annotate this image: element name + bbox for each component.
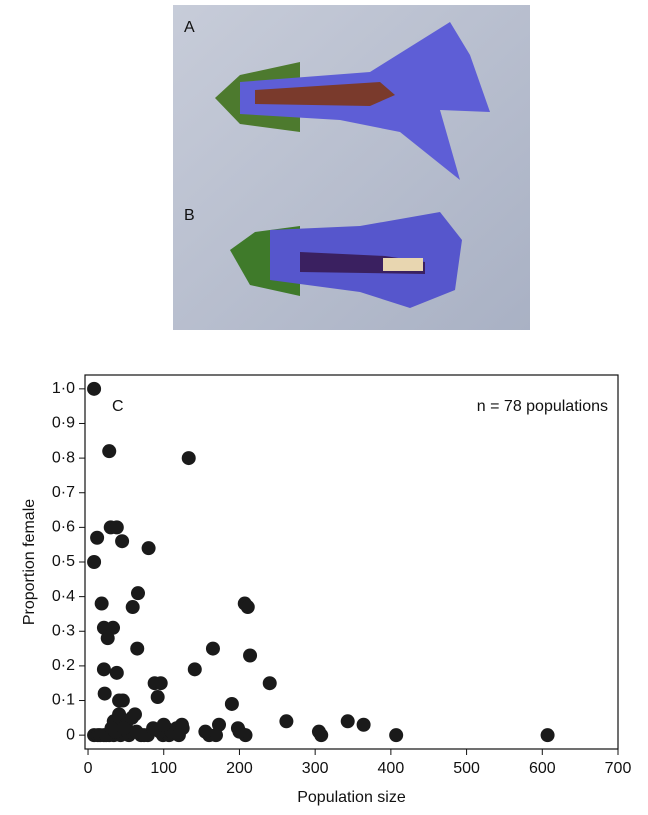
- point: [243, 648, 258, 663]
- stamens: [255, 82, 395, 106]
- x-tick-label: 200: [226, 760, 253, 777]
- point: [279, 714, 294, 729]
- y-axis-label: Proportion female: [21, 499, 38, 625]
- panel-label: C: [112, 398, 124, 415]
- point: [150, 690, 165, 705]
- x-axis-label: Population size: [297, 789, 406, 806]
- y-tick-label: 0: [66, 726, 75, 743]
- point: [224, 696, 239, 711]
- point: [116, 721, 131, 736]
- point: [100, 631, 115, 646]
- point: [232, 724, 247, 739]
- point: [389, 728, 404, 743]
- point: [146, 721, 161, 736]
- x-tick-label: 0: [84, 760, 93, 777]
- x-tick-label: 100: [150, 760, 177, 777]
- point: [106, 620, 121, 635]
- panel-label: A: [184, 19, 195, 36]
- point: [129, 724, 144, 739]
- point: [205, 641, 220, 656]
- point: [102, 444, 117, 459]
- plot-frame: [84, 374, 619, 750]
- point: [125, 600, 140, 615]
- point: [171, 728, 186, 743]
- y-tick-label: 0·4: [52, 588, 75, 605]
- point: [181, 451, 196, 466]
- point: [130, 641, 145, 656]
- point: [115, 534, 130, 549]
- point: [115, 693, 130, 708]
- x-tick-label: 400: [378, 760, 405, 777]
- x-tick-label: 500: [453, 760, 480, 777]
- point: [340, 714, 355, 729]
- point: [109, 520, 124, 535]
- x-tick-label: 700: [605, 760, 632, 777]
- point: [87, 381, 102, 396]
- y-tick-label: 0·9: [52, 415, 75, 432]
- point: [198, 724, 213, 739]
- point: [262, 676, 277, 691]
- point: [96, 662, 111, 677]
- y-tick-label: 0·8: [52, 449, 75, 466]
- point: [130, 586, 145, 601]
- y-tick-label: 0·2: [52, 657, 75, 674]
- y-tick-label: 0·7: [52, 484, 75, 501]
- point: [127, 707, 142, 722]
- point: [156, 717, 171, 732]
- y-tick-label: 1·0: [52, 380, 75, 397]
- y-tick-label: 0·6: [52, 519, 75, 536]
- stigma: [383, 258, 423, 271]
- point: [356, 717, 371, 732]
- point: [208, 728, 223, 743]
- panel-label: B: [184, 207, 195, 224]
- point: [311, 724, 326, 739]
- point: [187, 662, 202, 677]
- y-tick-label: 0·1: [52, 692, 75, 709]
- point: [141, 541, 156, 556]
- y-tick-label: 0·5: [52, 553, 75, 570]
- point: [540, 728, 555, 743]
- point: [153, 676, 168, 691]
- plot: 0 0·1 0·2 0·3 0·4 0·5 0·6 0·7 0·8 0·9 1·0 0 100 200 30…: [21, 374, 632, 806]
- x-tick-label: 600: [529, 760, 556, 777]
- point: [109, 665, 124, 680]
- photo: A B: [173, 5, 530, 330]
- annotation: n = 78 populations: [477, 398, 608, 415]
- point: [87, 555, 102, 569]
- y-tick-label: 0·3: [52, 622, 75, 639]
- point: [240, 600, 255, 615]
- point: [94, 596, 109, 611]
- point: [90, 530, 105, 545]
- x-tick-label: 300: [302, 760, 329, 777]
- point: [97, 686, 112, 701]
